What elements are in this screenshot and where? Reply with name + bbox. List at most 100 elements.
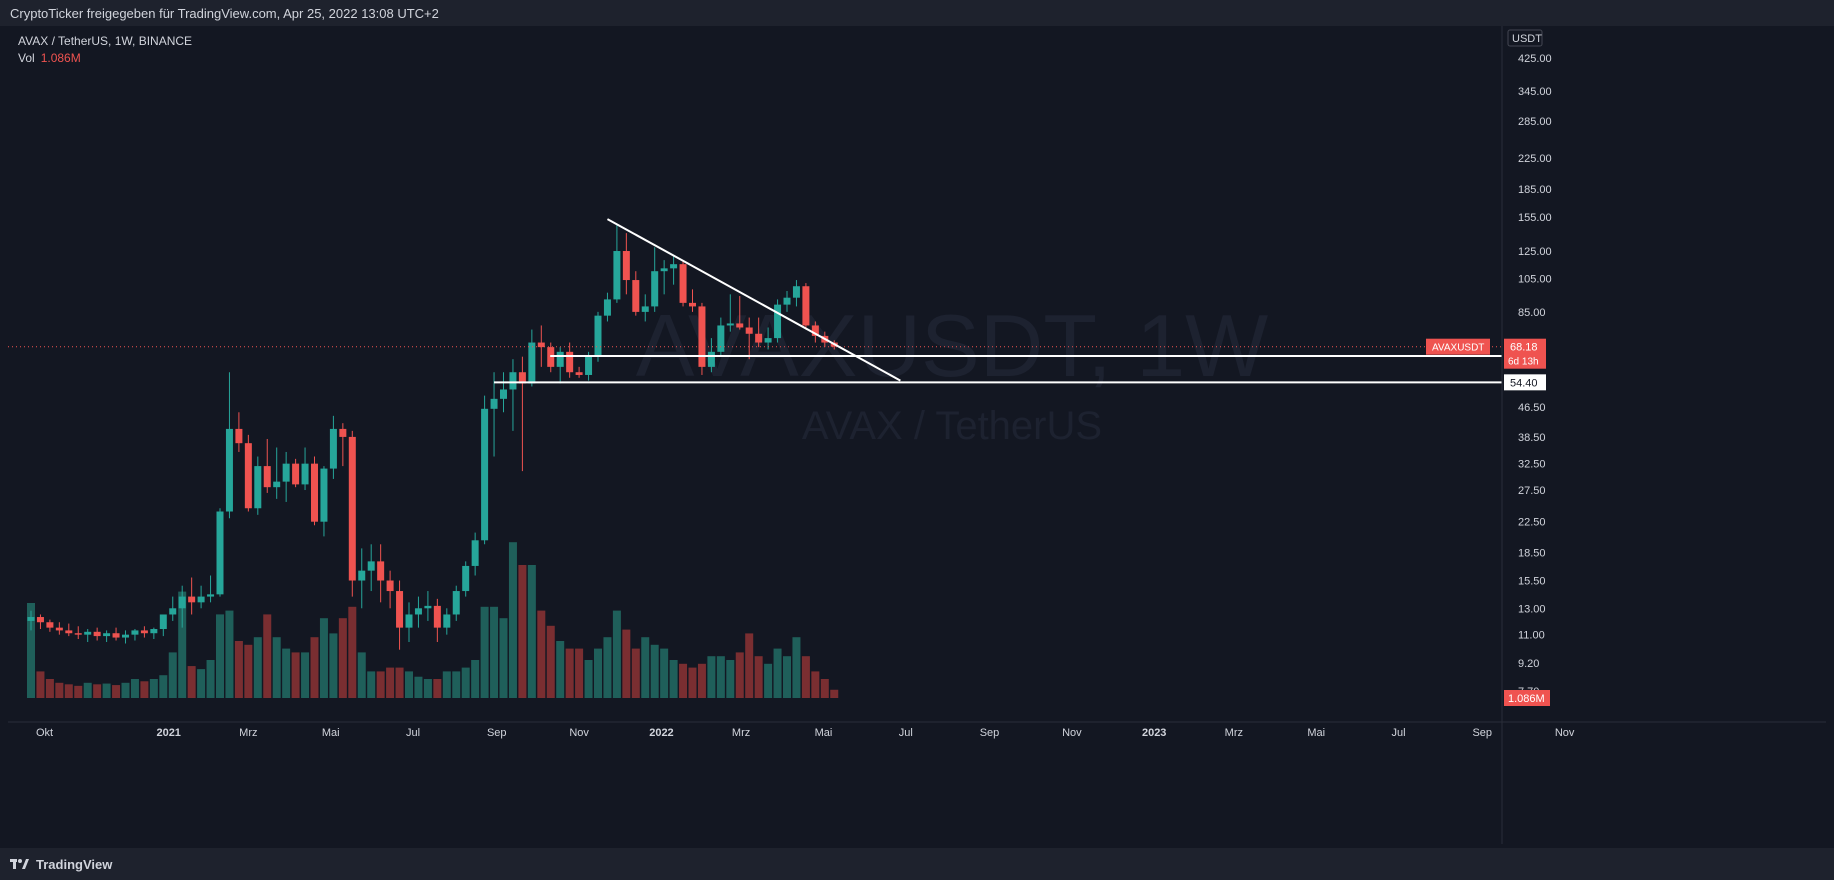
volume-bar: [612, 610, 621, 698]
candle-body: [547, 347, 555, 367]
volume-bar: [508, 542, 517, 698]
symbol-badge: [1426, 338, 1490, 355]
candle-body: [613, 251, 621, 300]
volume-bar: [527, 565, 536, 698]
candles: [27, 224, 838, 650]
volume-bar: [36, 671, 45, 698]
volume-bar: [442, 671, 451, 698]
volume-bar: [64, 684, 73, 698]
candle-body: [689, 302, 696, 307]
candle-body: [320, 468, 328, 522]
volume-bar: [225, 610, 234, 698]
volume-bar: [660, 648, 669, 698]
candle-body: [396, 591, 404, 628]
candle-body: [225, 428, 233, 512]
volume-bar: [433, 679, 442, 698]
volume-bar: [688, 667, 697, 698]
candle-body: [603, 299, 611, 316]
price-axis[interactable]: 425.00 345.00 285.00 225.00 185.00 155.00 125.…: [1426, 26, 1552, 844]
price-tick-label: 32.50: [1518, 459, 1546, 471]
volume-bar: [319, 618, 328, 698]
volume-bar: [291, 652, 300, 698]
volume-bar: [622, 629, 631, 698]
volume-bar: [820, 679, 829, 698]
candle-body: [717, 325, 725, 352]
volume-bar: [650, 644, 659, 698]
candle-body: [651, 271, 659, 307]
price-tick-label: 13.00: [1518, 603, 1546, 615]
candle-body: [55, 627, 63, 631]
price-chart[interactable]: AVAXUSDT, 1W AVAX / TetherUS 425.00 345.0…: [8, 26, 1826, 844]
level-price-label: 54.40: [1510, 377, 1538, 389]
volume-bar: [253, 637, 262, 698]
candle-body: [481, 408, 489, 541]
candle-body: [150, 629, 158, 634]
time-tick-label: Mrz: [732, 727, 750, 739]
price-tick-label: 125.00: [1518, 246, 1552, 258]
candle-body: [235, 428, 243, 444]
countdown-label: 6d 13h: [1508, 357, 1539, 368]
volume-bar: [301, 652, 310, 698]
volume-bar: [471, 660, 480, 698]
volume-bar: [121, 682, 130, 698]
volume-bar: [367, 671, 376, 698]
candle-body: [311, 463, 318, 522]
price-tick-label: 46.50: [1518, 402, 1546, 414]
candle-body: [36, 617, 44, 623]
volume-bar: [499, 618, 508, 698]
trendline: [606, 218, 901, 382]
volume-bar: [329, 633, 338, 698]
price-tick-label: 285.00: [1518, 116, 1552, 128]
currency-badge: [1507, 29, 1543, 47]
volume-value: 1.086M: [40, 51, 81, 65]
volume-bar: [575, 648, 584, 698]
price-tick-label: 105.00: [1518, 274, 1552, 286]
time-tick-label: Mai: [322, 727, 340, 739]
candle-body: [556, 351, 564, 367]
time-axis[interactable]: Okt 2021 Mrz Mai Jul Sep Nov 2022 Mrz Mai Jul Sep No…: [8, 721, 1826, 739]
candle-body: [74, 633, 82, 635]
volume-bar: [830, 689, 839, 698]
time-tick-label: Sep: [1472, 727, 1492, 739]
volume-bar: [603, 637, 612, 698]
share-text: CryptoTicker freigegeben für TradingView…: [10, 5, 439, 21]
tradingview-logo-icon: [10, 859, 29, 869]
volume-bar: [480, 606, 489, 698]
price-tick-label: 85.00: [1518, 307, 1546, 319]
time-tick-label: Mai: [815, 727, 833, 739]
candle-body: [528, 342, 536, 384]
chart-frame[interactable]: AVAXUSDT, 1W AVAX / TetherUS 425.00 345.0…: [8, 26, 1826, 844]
current-price-badge: [1504, 338, 1546, 369]
volume-bar: [754, 656, 763, 698]
price-tick-label: 38.50: [1518, 432, 1546, 444]
price-tick-label: 155.00: [1518, 212, 1552, 224]
time-tick-label: Nov: [1062, 727, 1082, 739]
volume-bar: [234, 641, 243, 698]
candle-body: [103, 633, 111, 637]
time-tick-label: Mai: [1307, 727, 1325, 739]
tradingview-brand[interactable]: TradingView: [10, 857, 112, 872]
current-price-label: 68.18: [1510, 342, 1538, 354]
candle-body: [537, 342, 545, 348]
drawings[interactable]: [8, 218, 1502, 384]
candle-body: [802, 286, 810, 326]
time-tick-label: Jul: [899, 727, 913, 739]
volume-bar: [149, 679, 158, 698]
time-tick-label: Sep: [980, 727, 1000, 739]
candle-body: [216, 511, 224, 595]
volume-bar: [716, 656, 725, 698]
volume-bar: [55, 682, 64, 698]
volume-bar: [707, 656, 716, 698]
volume-bar: [537, 610, 546, 698]
candle-body: [745, 327, 753, 334]
volume-bar: [423, 679, 432, 698]
volume-bar: [112, 685, 121, 698]
candle-body: [670, 264, 678, 269]
time-tick-label: Mrz: [239, 727, 257, 739]
time-tick-label: Mrz: [1225, 727, 1243, 739]
volume-bar: [405, 671, 413, 698]
candle-body: [443, 614, 451, 628]
volume-bar: [206, 660, 215, 698]
volume-bar: [745, 633, 754, 698]
time-tick-label: Nov: [1555, 727, 1575, 739]
